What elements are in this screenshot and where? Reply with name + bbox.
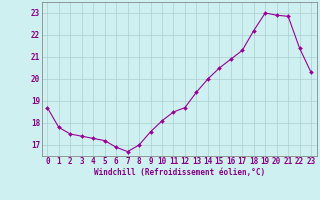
X-axis label: Windchill (Refroidissement éolien,°C): Windchill (Refroidissement éolien,°C) (94, 168, 265, 177)
